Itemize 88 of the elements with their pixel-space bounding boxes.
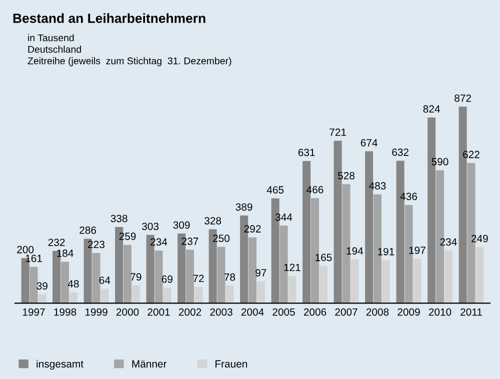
bar <box>92 252 100 304</box>
bar <box>60 262 70 304</box>
data-label: 344 <box>275 213 292 221</box>
data-label: 97 <box>256 269 266 277</box>
bar <box>38 294 46 304</box>
bar <box>154 250 163 304</box>
data-label: 79 <box>130 273 142 281</box>
data-label: 69 <box>162 275 172 283</box>
data-label: 631 <box>298 148 315 156</box>
data-label: 64 <box>99 276 110 284</box>
data-label: 200 <box>17 246 34 254</box>
data-label: 249 <box>472 234 488 242</box>
data-label: 338 <box>110 214 128 222</box>
bar <box>476 247 484 304</box>
data-label: 223 <box>88 240 104 248</box>
data-label: 824 <box>423 105 440 113</box>
data-label: 234 <box>150 238 168 246</box>
data-label: 286 <box>80 226 96 234</box>
data-label: 483 <box>369 182 386 190</box>
bar <box>248 237 257 304</box>
data-label: 590 <box>432 158 448 166</box>
data-label: 184 <box>57 250 74 257</box>
data-label: 39 <box>36 282 48 290</box>
data-label: 72 <box>193 274 204 282</box>
data-label: 328 <box>204 217 222 224</box>
data-label: 191 <box>378 248 394 256</box>
data-label: 436 <box>400 192 417 200</box>
x-tick-label: 2005 <box>272 308 295 316</box>
data-label: 309 <box>173 221 190 229</box>
bar <box>256 281 265 304</box>
data-label: 232 <box>48 238 65 246</box>
bar <box>132 285 140 304</box>
bar <box>30 266 38 304</box>
data-label: 466 <box>306 186 324 194</box>
legend-label: Frauen <box>216 360 247 368</box>
x-tick-label: 1998 <box>54 308 76 316</box>
data-label: 528 <box>338 172 354 180</box>
bar <box>217 246 226 304</box>
bar <box>288 276 296 304</box>
x-tick-label: 2002 <box>178 308 202 316</box>
bar <box>194 286 202 304</box>
data-label: 622 <box>463 150 480 158</box>
data-label: 389 <box>236 203 252 211</box>
data-label: 78 <box>224 273 236 281</box>
bar <box>186 250 194 304</box>
bar <box>100 288 109 304</box>
x-tick-label: 2004 <box>241 308 264 316</box>
bar <box>444 250 452 304</box>
data-label: 250 <box>213 234 230 242</box>
x-tick-label: 2011 <box>460 308 482 316</box>
bar <box>350 259 359 304</box>
x-tick-label: 2010 <box>428 308 452 316</box>
data-label: 234 <box>440 238 457 246</box>
x-tick-label: 1999 <box>85 308 108 316</box>
data-label: 872 <box>454 94 471 102</box>
x-tick-label: 2001 <box>148 308 170 316</box>
bar <box>163 288 172 304</box>
legend-label: Männer <box>132 360 167 368</box>
bar <box>413 258 422 304</box>
x-tick-label: 2003 <box>210 308 232 316</box>
bar <box>226 286 234 304</box>
bar <box>382 260 390 304</box>
data-label: 721 <box>330 128 346 136</box>
data-label: 292 <box>244 225 261 233</box>
data-label: 165 <box>316 254 332 262</box>
data-label: 197 <box>409 246 426 254</box>
x-tick-label: 2008 <box>366 308 389 316</box>
data-label: 121 <box>284 264 300 271</box>
chart-subtitle: in Tausend Deutschland Zeitreihe (jeweils zum Stichtag 31. Dezember) <box>28 34 232 66</box>
x-tick-label: 2007 <box>335 308 358 316</box>
data-label: 674 <box>360 139 378 146</box>
data-label: 161 <box>26 254 42 262</box>
data-label: 632 <box>392 148 408 156</box>
legend-label: insgesamt <box>36 360 84 370</box>
data-label: 465 <box>266 186 284 194</box>
bar <box>69 292 78 304</box>
data-label: 303 <box>142 222 159 230</box>
data-label: 237 <box>182 238 198 245</box>
bar <box>319 266 328 304</box>
bar <box>123 244 132 304</box>
data-label: 48 <box>68 280 79 288</box>
x-tick-label: 2006 <box>304 308 326 316</box>
x-tick-label: 2000 <box>116 308 139 316</box>
x-tick-label: 1997 <box>22 308 45 316</box>
x-tick-label: 2009 <box>398 308 420 316</box>
data-label: 259 <box>119 232 136 240</box>
data-label: 194 <box>346 247 364 255</box>
chart-title: Bestand an Leiharbeitnehmern <box>13 13 206 23</box>
